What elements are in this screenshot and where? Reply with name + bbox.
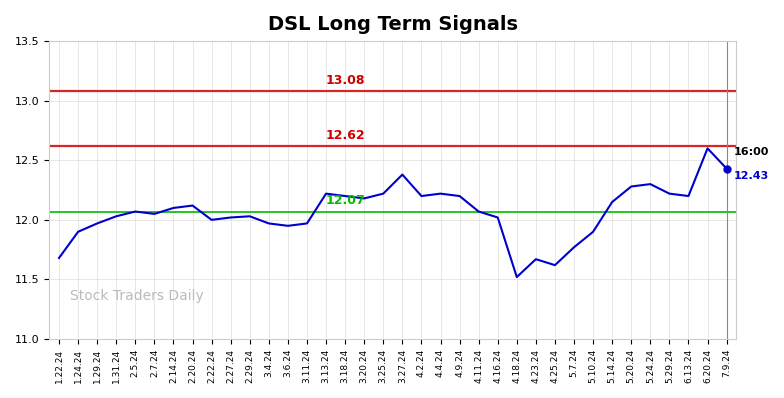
Text: 12.07: 12.07 bbox=[325, 194, 365, 207]
Text: Stock Traders Daily: Stock Traders Daily bbox=[70, 289, 204, 303]
Text: 13.08: 13.08 bbox=[325, 74, 365, 87]
Bar bbox=[49, 90, 736, 93]
Text: 12.62: 12.62 bbox=[325, 129, 365, 142]
Text: 12.43: 12.43 bbox=[733, 171, 768, 181]
Text: 16:00: 16:00 bbox=[733, 147, 768, 157]
Title: DSL Long Term Signals: DSL Long Term Signals bbox=[268, 15, 517, 34]
Bar bbox=[49, 144, 736, 148]
